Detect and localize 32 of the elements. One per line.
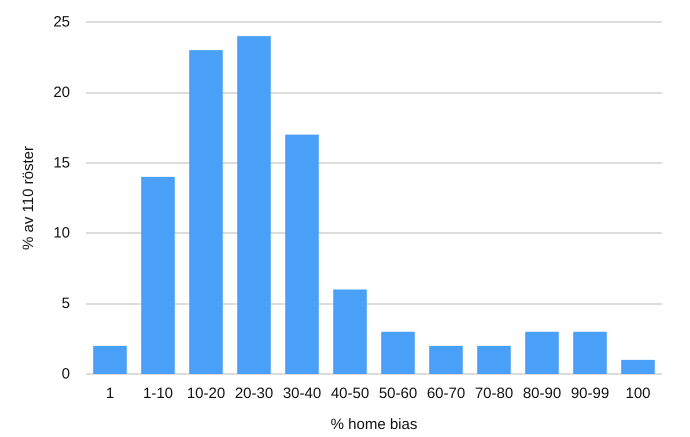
x-tick-label: 70-80 [474,385,514,402]
bar [141,176,175,374]
x-tick-label: 1-10 [142,385,174,402]
y-tick-label: 15 [53,154,70,172]
x-tick-label: 80-90 [522,385,562,402]
x-tick-label: 20-30 [234,385,274,402]
y-tick-label: 0 [62,366,70,382]
x-tick-label: 60-70 [426,385,466,402]
x-tick-label: 40-50 [330,385,370,402]
bar [285,134,319,374]
bar [621,360,655,374]
bar [381,332,415,374]
bar [333,290,367,374]
x-tick-label: 90-99 [570,385,610,402]
x-tick-label: 50-60 [378,385,418,402]
bar [573,332,607,374]
bar [93,346,127,374]
y-tick-label: 5 [62,295,70,312]
bar [237,36,271,374]
y-tick-label: 25 [53,14,70,30]
x-tick-label: 10-20 [186,385,226,402]
x-axis-title: % home bias [330,416,418,433]
x-tick-label: 30-40 [282,385,322,402]
bar [189,50,223,374]
bar [477,346,511,374]
x-tick-label: 1 [106,385,114,402]
y-axis-title: % av 110 röster [20,146,37,250]
x-tick-label: 100 [625,385,651,402]
bar [525,332,559,374]
bar [429,346,463,374]
y-tick-label: 10 [53,224,70,242]
y-tick-label: 20 [53,84,70,101]
